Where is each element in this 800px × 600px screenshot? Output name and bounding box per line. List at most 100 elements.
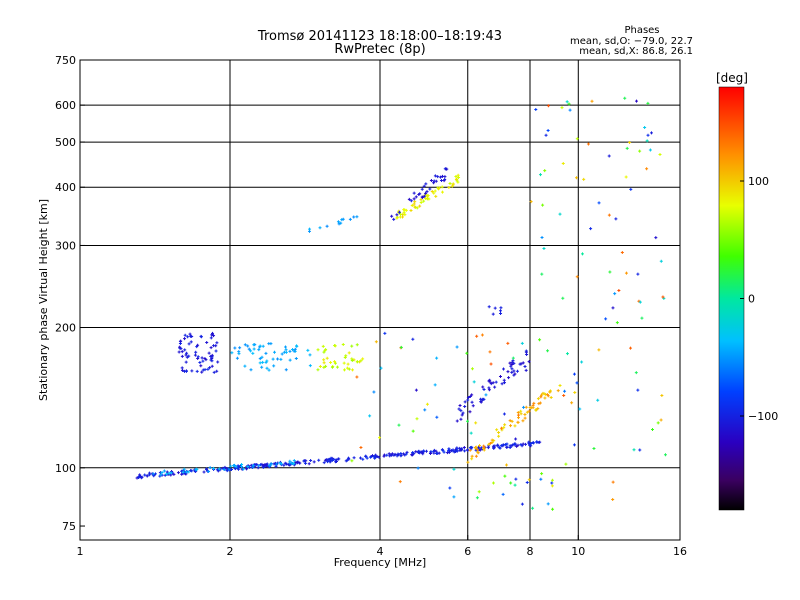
data-point xyxy=(546,104,550,108)
data-point xyxy=(454,449,458,453)
data-point xyxy=(361,357,365,361)
data-point xyxy=(336,220,340,224)
data-point xyxy=(359,456,363,460)
data-point xyxy=(506,370,510,374)
data-point xyxy=(549,395,553,399)
data-point xyxy=(488,350,492,354)
data-point xyxy=(312,460,316,464)
data-point xyxy=(342,361,346,365)
data-point xyxy=(512,373,516,377)
data-point xyxy=(428,452,432,456)
data-point xyxy=(448,182,452,186)
data-point xyxy=(308,364,312,368)
data-point xyxy=(169,471,173,475)
data-point xyxy=(417,449,421,453)
data-point xyxy=(611,498,615,502)
data-point xyxy=(246,344,250,348)
colorbar xyxy=(718,86,745,511)
data-point xyxy=(345,366,349,370)
data-point xyxy=(182,467,186,471)
data-point xyxy=(165,472,169,476)
data-point xyxy=(457,407,461,411)
data-point xyxy=(269,342,273,346)
data-point xyxy=(412,191,416,195)
data-point xyxy=(536,407,540,411)
data-point xyxy=(504,443,508,447)
data-point xyxy=(551,507,555,511)
data-point xyxy=(395,213,399,217)
data-point xyxy=(261,360,265,364)
data-point xyxy=(355,360,359,364)
data-point xyxy=(597,348,601,352)
data-point xyxy=(475,334,479,338)
data-point xyxy=(506,341,510,345)
data-point xyxy=(537,402,541,406)
data-point xyxy=(346,456,350,460)
data-point xyxy=(177,350,181,354)
x-axis-ticks: 1 2 4 6 8 10 16 xyxy=(77,535,687,558)
data-point xyxy=(597,201,601,205)
data-point xyxy=(347,367,351,371)
data-point xyxy=(590,99,594,103)
data-point xyxy=(563,389,567,393)
y-tick-label: 600 xyxy=(55,99,76,112)
data-point xyxy=(179,339,183,343)
data-point xyxy=(525,480,529,484)
data-point xyxy=(190,369,194,373)
data-point xyxy=(440,190,444,194)
data-point xyxy=(634,371,638,375)
data-point xyxy=(249,349,253,353)
data-point xyxy=(476,448,480,452)
data-point xyxy=(646,133,650,137)
data-point xyxy=(582,177,586,181)
data-point xyxy=(251,465,255,469)
data-point xyxy=(410,204,414,208)
data-point xyxy=(322,461,326,465)
data-point xyxy=(412,202,416,206)
x-tick-label: 16 xyxy=(673,545,687,558)
data-point xyxy=(187,342,191,346)
data-point xyxy=(447,447,451,451)
data-point xyxy=(268,463,272,467)
data-point xyxy=(333,344,337,348)
data-point xyxy=(243,364,247,368)
data-point xyxy=(538,440,542,444)
data-point xyxy=(190,469,194,473)
data-point xyxy=(160,471,164,475)
y-tick-label: 200 xyxy=(55,322,76,335)
data-point xyxy=(207,470,211,474)
data-point xyxy=(461,411,465,415)
data-point xyxy=(463,404,467,408)
data-point xyxy=(249,368,253,372)
data-point xyxy=(509,364,513,368)
data-point xyxy=(466,395,470,399)
data-point xyxy=(645,167,649,171)
data-point xyxy=(514,477,518,481)
data-point xyxy=(288,358,292,362)
data-point xyxy=(216,360,220,364)
data-point xyxy=(502,367,506,371)
data-point xyxy=(524,368,528,372)
data-point xyxy=(256,466,260,470)
data-point xyxy=(341,217,345,221)
data-point xyxy=(463,400,467,404)
data-point xyxy=(208,466,212,470)
data-point xyxy=(217,467,221,471)
x-tick-label: 2 xyxy=(227,545,234,558)
data-point xyxy=(139,476,143,480)
data-point xyxy=(512,442,516,446)
data-point xyxy=(432,451,436,455)
colorbar-label: [deg] xyxy=(716,71,748,85)
data-point xyxy=(470,393,474,397)
data-point xyxy=(348,217,352,221)
data-point xyxy=(285,462,289,466)
data-point xyxy=(339,221,343,225)
data-point xyxy=(422,199,426,203)
data-point xyxy=(628,141,632,144)
data-point xyxy=(138,473,142,477)
data-point xyxy=(350,459,354,463)
data-point xyxy=(261,463,265,467)
data-point xyxy=(516,369,520,373)
cluster-f-high-blue xyxy=(455,349,531,423)
data-point xyxy=(611,306,615,310)
